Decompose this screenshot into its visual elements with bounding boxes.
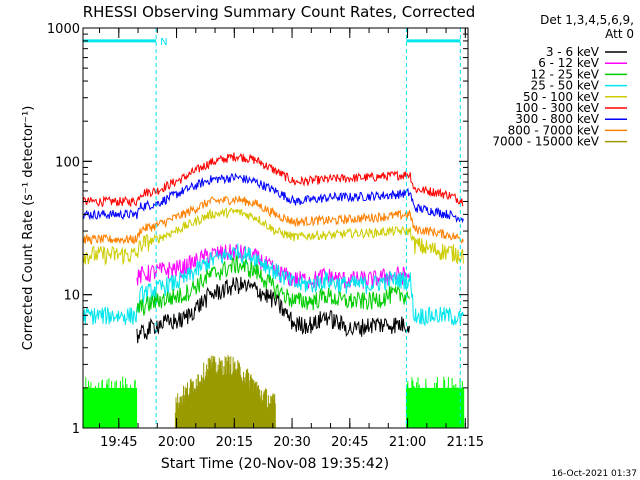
x-tick-label: 19:45 bbox=[100, 435, 137, 450]
series-line bbox=[136, 276, 410, 344]
legend-entry-label: 12 - 25 keV bbox=[531, 67, 600, 81]
x-tick-label: 20:15 bbox=[216, 435, 253, 450]
x-tick-label: 20:30 bbox=[273, 435, 310, 450]
x-tick-label: 21:15 bbox=[447, 435, 484, 450]
legend-entry-label: 25 - 50 keV bbox=[531, 79, 600, 93]
legend-entry-label: 50 - 100 keV bbox=[523, 90, 600, 104]
x-tick-label: 20:00 bbox=[158, 435, 195, 450]
series-line bbox=[82, 152, 464, 208]
legend-entry-label: 3 - 6 keV bbox=[546, 45, 600, 59]
plot-frame bbox=[82, 27, 469, 429]
legend-entry-label: 6 - 12 keV bbox=[538, 56, 600, 70]
legend-entry-label: 100 - 300 keV bbox=[515, 101, 599, 115]
legend-entry-label: 800 - 7000 keV bbox=[508, 123, 600, 137]
y-axis: 1 10 100 1000 bbox=[47, 22, 468, 437]
series-layer bbox=[82, 152, 464, 428]
night-marker-label: N bbox=[160, 37, 167, 48]
legend-header-line-2: Att 0 bbox=[605, 27, 634, 41]
series-line bbox=[82, 243, 464, 327]
legend-header-line-1: Det 1,3,4,5,6,9, bbox=[540, 13, 634, 27]
y-tick-label: 10 bbox=[63, 289, 80, 304]
x-tick-label: 20:45 bbox=[331, 435, 368, 450]
chart-title: RHESSI Observing Summary Count Rates, Co… bbox=[83, 3, 476, 21]
night-markers-layer: N bbox=[83, 28, 461, 428]
series-line bbox=[82, 172, 464, 224]
series-line bbox=[82, 195, 464, 246]
x-tick-label: 21:00 bbox=[389, 435, 426, 450]
legend-entry-label: 300 - 800 keV bbox=[515, 112, 599, 126]
series-line bbox=[82, 207, 464, 267]
series-line bbox=[136, 255, 410, 316]
x-axis: 19:45 20:00 20:15 20:30 20:45 21:00 21:15 bbox=[99, 28, 484, 450]
legend-entry-label: 7000 - 15000 keV bbox=[492, 135, 599, 149]
y-tick-label: 1 bbox=[72, 422, 80, 437]
y-tick-label: 100 bbox=[55, 155, 80, 170]
series-line bbox=[174, 355, 276, 428]
footer-date: 16-Oct-2021 01:37 bbox=[552, 469, 637, 479]
y-axis-label: Corrected Count Rate (s⁻¹ detector⁻¹) bbox=[21, 106, 36, 351]
x-axis-label: Start Time (20-Nov-08 19:35:42) bbox=[161, 456, 389, 472]
y-tick-label: 1000 bbox=[47, 22, 80, 37]
